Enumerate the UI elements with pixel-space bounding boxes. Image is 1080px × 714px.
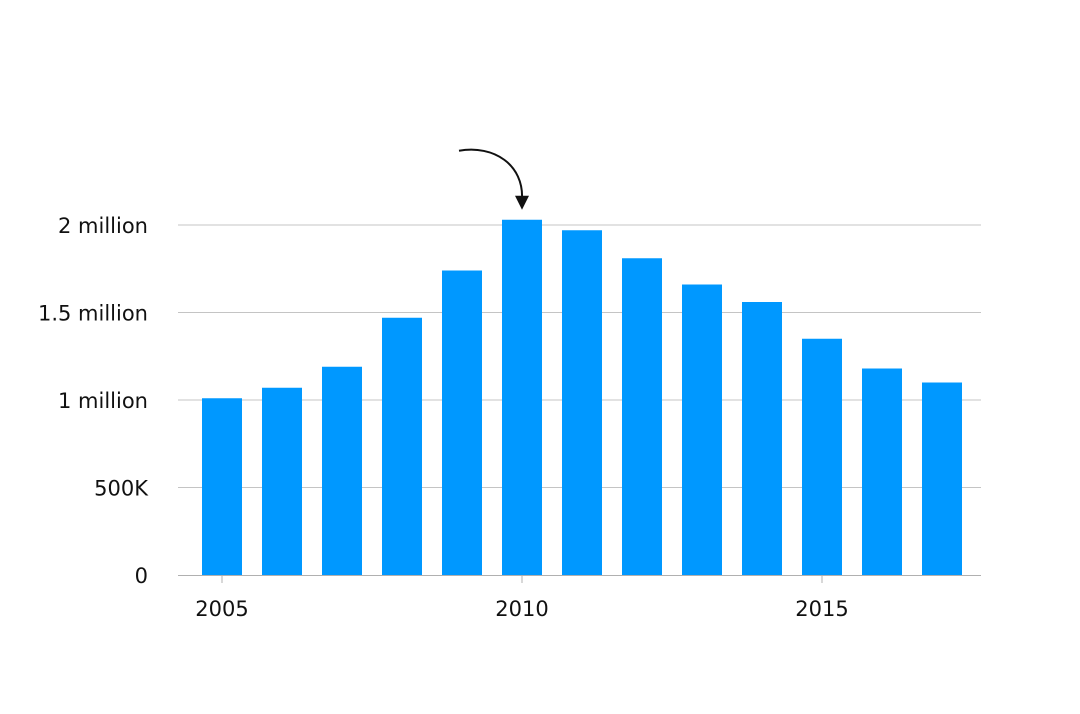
- bar-2011: [562, 230, 602, 575]
- x-tick-label: 2005: [195, 597, 248, 621]
- bar-2013: [682, 284, 722, 575]
- bar-2007: [322, 366, 362, 575]
- bar-2012: [622, 258, 662, 575]
- bar-2015: [802, 338, 842, 575]
- x-tick-label: 2010: [495, 597, 548, 621]
- bar-2008: [382, 317, 422, 575]
- y-tick-label: 500K: [94, 477, 149, 501]
- y-tick-label: 2 million: [58, 214, 148, 238]
- x-tick-label: 2015: [795, 597, 848, 621]
- bars: [202, 219, 962, 575]
- annotation-arrowhead: [515, 195, 529, 210]
- bar-2016: [862, 368, 902, 575]
- bar-2010: [502, 219, 542, 575]
- annotation-arrow: [458, 148, 524, 200]
- axes: 0 500K 1 million 1.5 million 2 million 2005 20…: [38, 214, 981, 621]
- y-tick-label: 1.5 million: [38, 302, 148, 326]
- bar-2005: [202, 398, 242, 575]
- annotations: [458, 148, 529, 210]
- bar-2014: [742, 302, 782, 575]
- bar-2009: [442, 270, 482, 575]
- bar-2017: [922, 382, 962, 575]
- y-tick-label: 1 million: [58, 389, 148, 413]
- y-tick-label: 0: [135, 564, 148, 588]
- bar-2006: [262, 387, 302, 575]
